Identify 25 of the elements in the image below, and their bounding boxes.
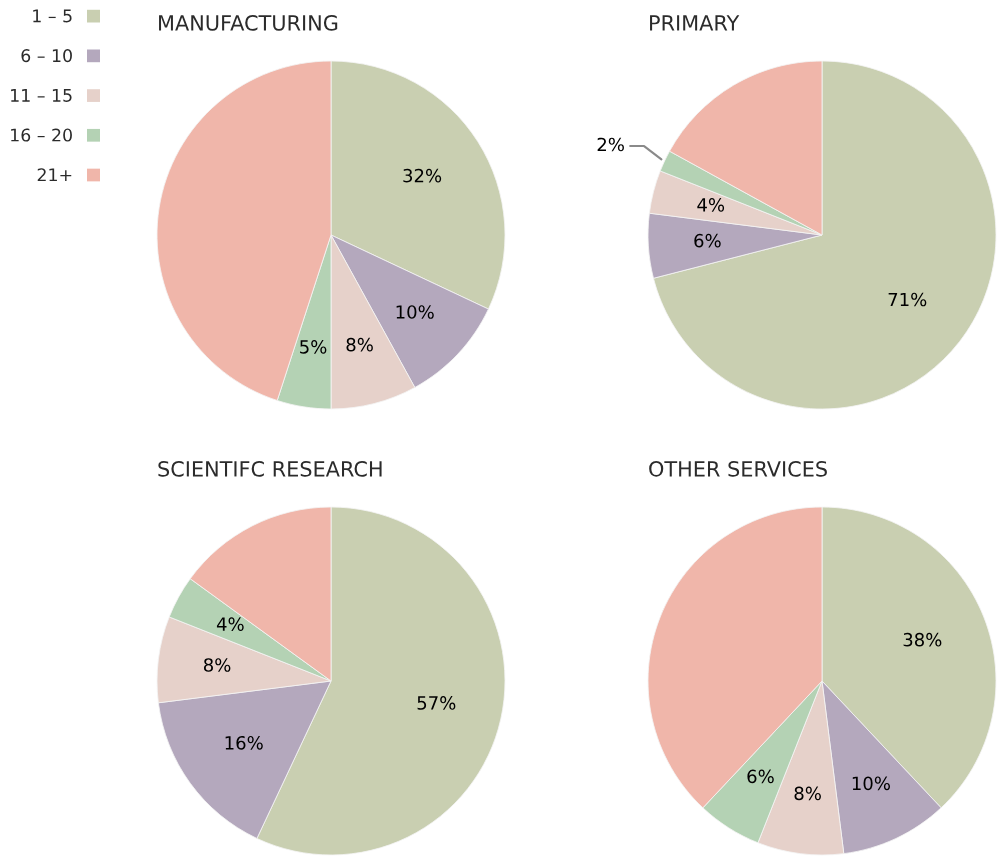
data-label: 8% xyxy=(203,658,231,672)
data-label: 38% xyxy=(903,632,942,647)
legend-label: 1 – 5 xyxy=(33,9,72,23)
chart-title: MANUFACTURING xyxy=(159,14,338,31)
legend-label: 16 – 20 xyxy=(11,128,72,142)
data-label: 71% xyxy=(888,292,927,307)
data-label: 8% xyxy=(346,337,373,352)
data-label: 8% xyxy=(794,786,821,801)
chart-title: SCIENTIFC RESEARCH xyxy=(158,460,382,477)
legend-label: 21+ xyxy=(37,168,72,182)
data-label: 4% xyxy=(697,198,725,212)
data-label: 6% xyxy=(694,233,721,248)
data-label: 16% xyxy=(225,735,263,750)
data-label: 57% xyxy=(417,696,456,710)
data-label: 6% xyxy=(747,769,774,784)
legend-label: 11 – 15 xyxy=(11,88,72,102)
data-label: 4% xyxy=(216,617,244,631)
data-label: 32% xyxy=(403,168,442,183)
legend-label: 6 – 10 xyxy=(21,49,72,63)
chart-title: OTHER SERVICES xyxy=(649,460,827,477)
data-label: 10% xyxy=(396,305,434,319)
data-label: 10% xyxy=(852,776,890,791)
chart-title: PRIMARY xyxy=(650,15,740,31)
data-label: 2% xyxy=(597,137,624,152)
data-label: 5% xyxy=(300,340,327,354)
